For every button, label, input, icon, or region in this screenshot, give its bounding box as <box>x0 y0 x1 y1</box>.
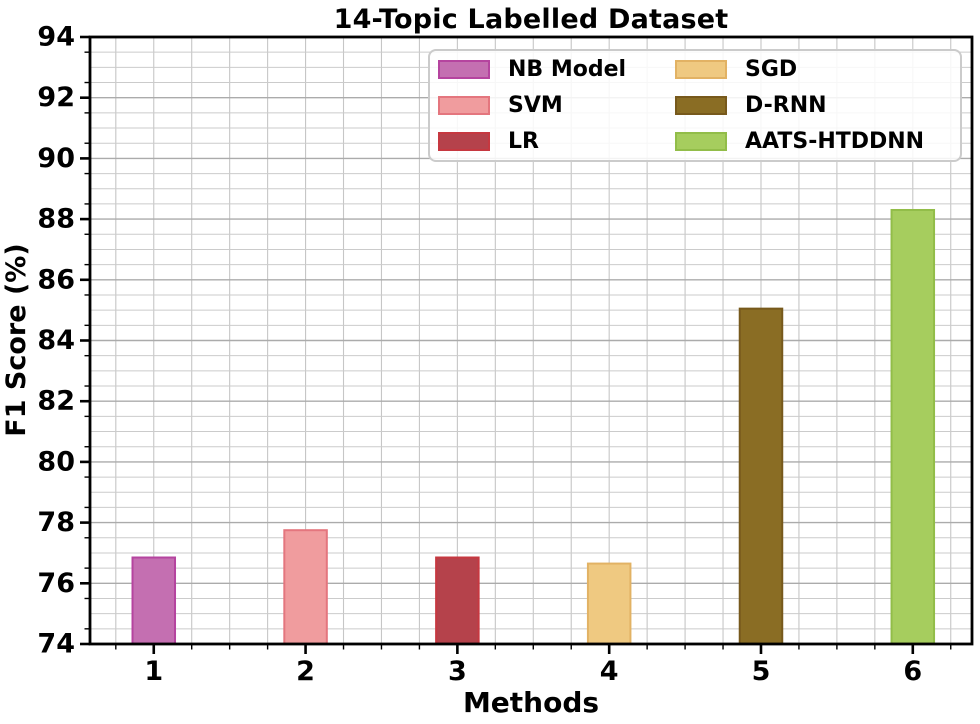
legend-item-aats-htddnn: AATS-HTDDNN <box>675 129 960 154</box>
legend-label-svm: SVM <box>508 92 563 118</box>
x-axis-label: Methods <box>462 686 600 719</box>
bar-sgd <box>586 562 632 646</box>
legend-label-d-rnn: D-RNN <box>745 92 827 118</box>
bar-nb-model <box>131 556 177 645</box>
x-tick-label: 6 <box>903 656 922 687</box>
y-tick-label: 92 <box>37 82 75 113</box>
bar-svm <box>283 529 328 645</box>
legend-label-lr: LR <box>508 129 539 155</box>
tick-labels: 74 76 78 80 82 84 86 88 90 92 94 1 2 3 4 5 6 <box>37 22 922 688</box>
y-tick-label: 78 <box>37 507 75 538</box>
legend-label-nb-model: NB Model <box>508 56 627 82</box>
x-tick-label: 4 <box>600 656 619 687</box>
y-tick-label: 80 <box>37 446 75 477</box>
legend-swatch-lr <box>438 132 490 152</box>
y-tick-label: 94 <box>37 22 75 53</box>
y-tick-label: 86 <box>37 264 75 295</box>
y-tick-label: 88 <box>37 204 75 235</box>
x-tick-label: 3 <box>448 656 467 687</box>
bar-aats-htddnn <box>890 208 936 645</box>
y-tick-label: 74 <box>37 629 75 660</box>
legend-swatch-d-rnn <box>675 95 727 115</box>
legend-swatch-sgd <box>675 59 727 79</box>
y-tick-label: 84 <box>37 325 75 356</box>
bar-lr <box>435 556 480 645</box>
legend-item-lr: LR <box>438 129 675 154</box>
y-axis-label: F1 Score (%) <box>1 243 32 437</box>
y-tick-label: 90 <box>37 143 75 174</box>
legend-swatch-nb-model <box>438 59 490 79</box>
legend-swatch-aats-htddnn <box>675 132 727 152</box>
x-tick-label: 2 <box>296 656 315 687</box>
axis-ticks <box>80 35 952 654</box>
bar-d-rnn <box>738 307 784 645</box>
chart-legend: NB Model SVM LR SGD D-RNN AATS-HTDDNN <box>428 49 962 162</box>
legend-swatch-svm <box>438 95 490 115</box>
legend-label-aats-htddnn: AATS-HTDDNN <box>745 129 925 155</box>
legend-item-d-rnn: D-RNN <box>675 93 960 118</box>
legend-item-svm: SVM <box>438 93 675 118</box>
y-tick-label: 76 <box>37 568 75 599</box>
legend-item-sgd: SGD <box>675 57 960 82</box>
legend-label-sgd: SGD <box>745 56 798 82</box>
legend-item-nb-model: NB Model <box>438 57 675 82</box>
x-tick-label: 5 <box>752 656 771 687</box>
y-tick-label: 82 <box>37 386 75 417</box>
x-tick-label: 1 <box>144 656 163 687</box>
chart-title: 14-Topic Labelled Dataset <box>333 4 729 35</box>
